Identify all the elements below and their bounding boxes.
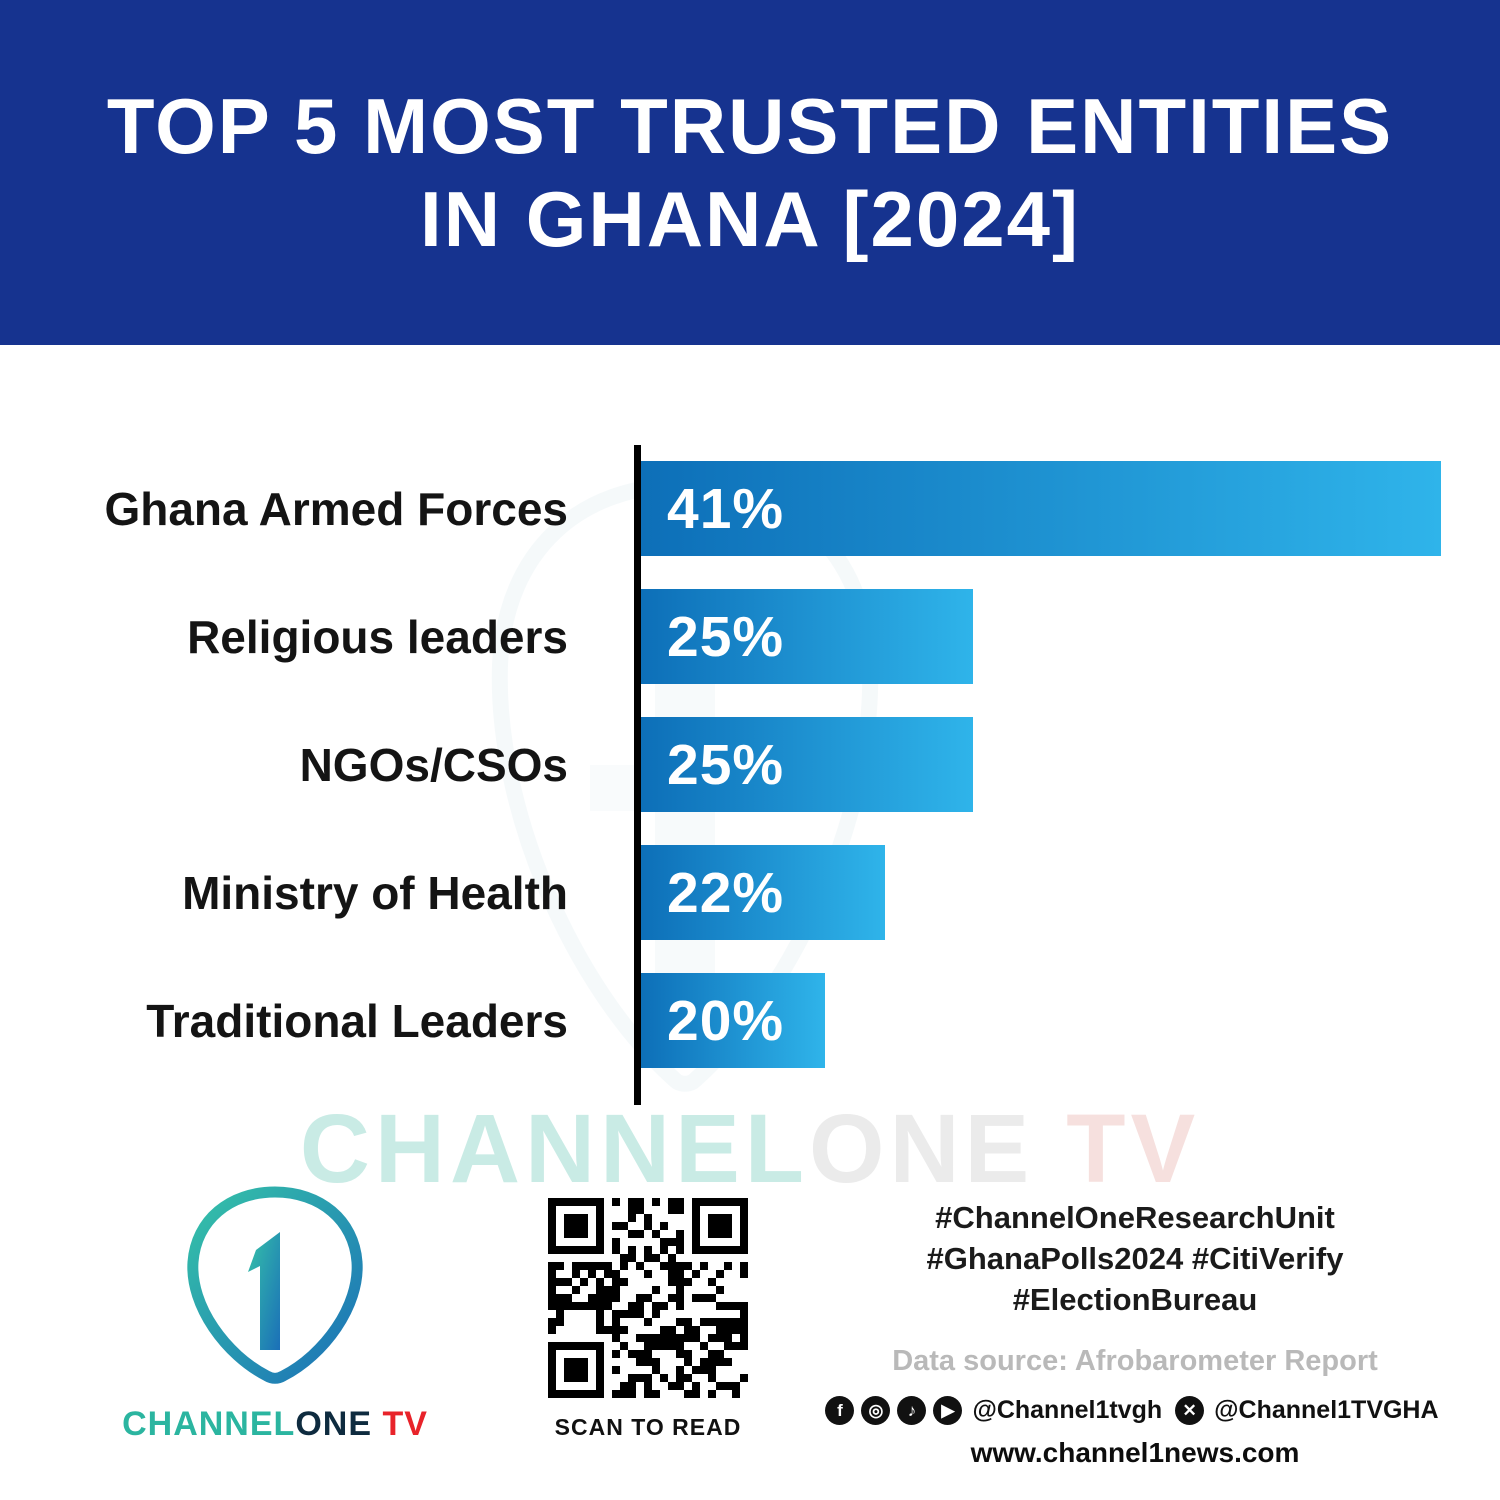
bar-value-label: 20% xyxy=(667,988,785,1053)
chart-row: Ghana Armed Forces 41% xyxy=(0,461,1500,556)
youtube-icon: ▶ xyxy=(933,1395,963,1425)
chart-row: Traditional Leaders 20% xyxy=(0,973,1500,1068)
bar-value-label: 41% xyxy=(667,476,785,541)
chart-row: Ministry of Health 22% xyxy=(0,845,1500,940)
chart-row: NGOs/CSOs 25% xyxy=(0,717,1500,812)
wordmark-part3: TV xyxy=(372,1405,428,1443)
category-label: Traditional Leaders xyxy=(146,994,568,1047)
category-label: NGOs/CSOs xyxy=(299,738,568,791)
bar-chart: Ghana Armed Forces 41% Religious leaders… xyxy=(0,445,1500,1125)
qr-caption: SCAN TO READ xyxy=(554,1414,742,1440)
chart-rows: Ghana Armed Forces 41% Religious leaders… xyxy=(0,461,1500,1068)
bar-ghana-armed-forces: 41% xyxy=(641,461,1441,556)
social-handle-1: @Channel1tvgh xyxy=(972,1395,1163,1424)
wordmark-part2: ONE xyxy=(295,1405,372,1443)
bar-religious-leaders: 25% xyxy=(641,589,973,684)
channel-one-logo-block: CHANNELONE TV xyxy=(120,1180,430,1444)
header-banner: TOP 5 MOST TRUSTED ENTITIES IN GHANA [20… xyxy=(0,0,1500,345)
channel-one-logo-icon xyxy=(186,1186,363,1384)
qr-block: SCAN TO READ xyxy=(543,1198,753,1441)
bar-value-label: 22% xyxy=(667,860,785,925)
hashtags-line1: #ChannelOneResearchUnit xyxy=(935,1200,1335,1235)
chart-axis-line xyxy=(634,445,641,1105)
page-title-line2: IN GHANA [2024] xyxy=(420,174,1080,263)
page-title-line1: TOP 5 MOST TRUSTED ENTITIES xyxy=(106,82,1394,171)
qr-code-image xyxy=(548,1198,748,1398)
category-label: Ministry of Health xyxy=(182,866,568,919)
social-row: f ◎ ♪ ▶ @Channel1tvgh ✕ @Channel1TVGHA xyxy=(825,1395,1439,1425)
bar-value-label: 25% xyxy=(667,604,785,669)
category-label: Religious leaders xyxy=(187,610,568,663)
footer-info-block: #ChannelOneResearchUnit #GhanaPolls2024 … xyxy=(825,1198,1439,1469)
category-label: Ghana Armed Forces xyxy=(104,482,568,535)
qr-code xyxy=(548,1198,748,1398)
social-handle-2: @Channel1TVGHA xyxy=(1214,1395,1439,1424)
data-source-text: Data source: Afrobarometer Report xyxy=(892,1344,1378,1377)
wordmark-part1: CHANNEL xyxy=(122,1405,296,1443)
channel-one-wordmark: CHANNELONE TV xyxy=(120,1405,430,1444)
bar-ngos-csos: 25% xyxy=(641,717,973,812)
bar-value-label: 25% xyxy=(667,732,785,797)
website-url: www.channel1news.com xyxy=(970,1436,1300,1468)
hashtags: #ChannelOneResearchUnit #GhanaPolls2024 … xyxy=(865,1198,1405,1321)
bar-traditional-leaders: 20% xyxy=(641,973,825,1068)
hashtags-line2: #GhanaPolls2024 #CitiVerify xyxy=(926,1240,1344,1276)
instagram-icon: ◎ xyxy=(861,1395,891,1425)
bar-ministry-of-health: 22% xyxy=(641,845,885,940)
facebook-icon: f xyxy=(825,1395,855,1425)
chart-row: Religious leaders 25% xyxy=(0,589,1500,684)
tiktok-icon: ♪ xyxy=(897,1395,927,1425)
hashtags-line3: #ElectionBureau xyxy=(1012,1281,1258,1317)
x-icon: ✕ xyxy=(1175,1395,1205,1425)
